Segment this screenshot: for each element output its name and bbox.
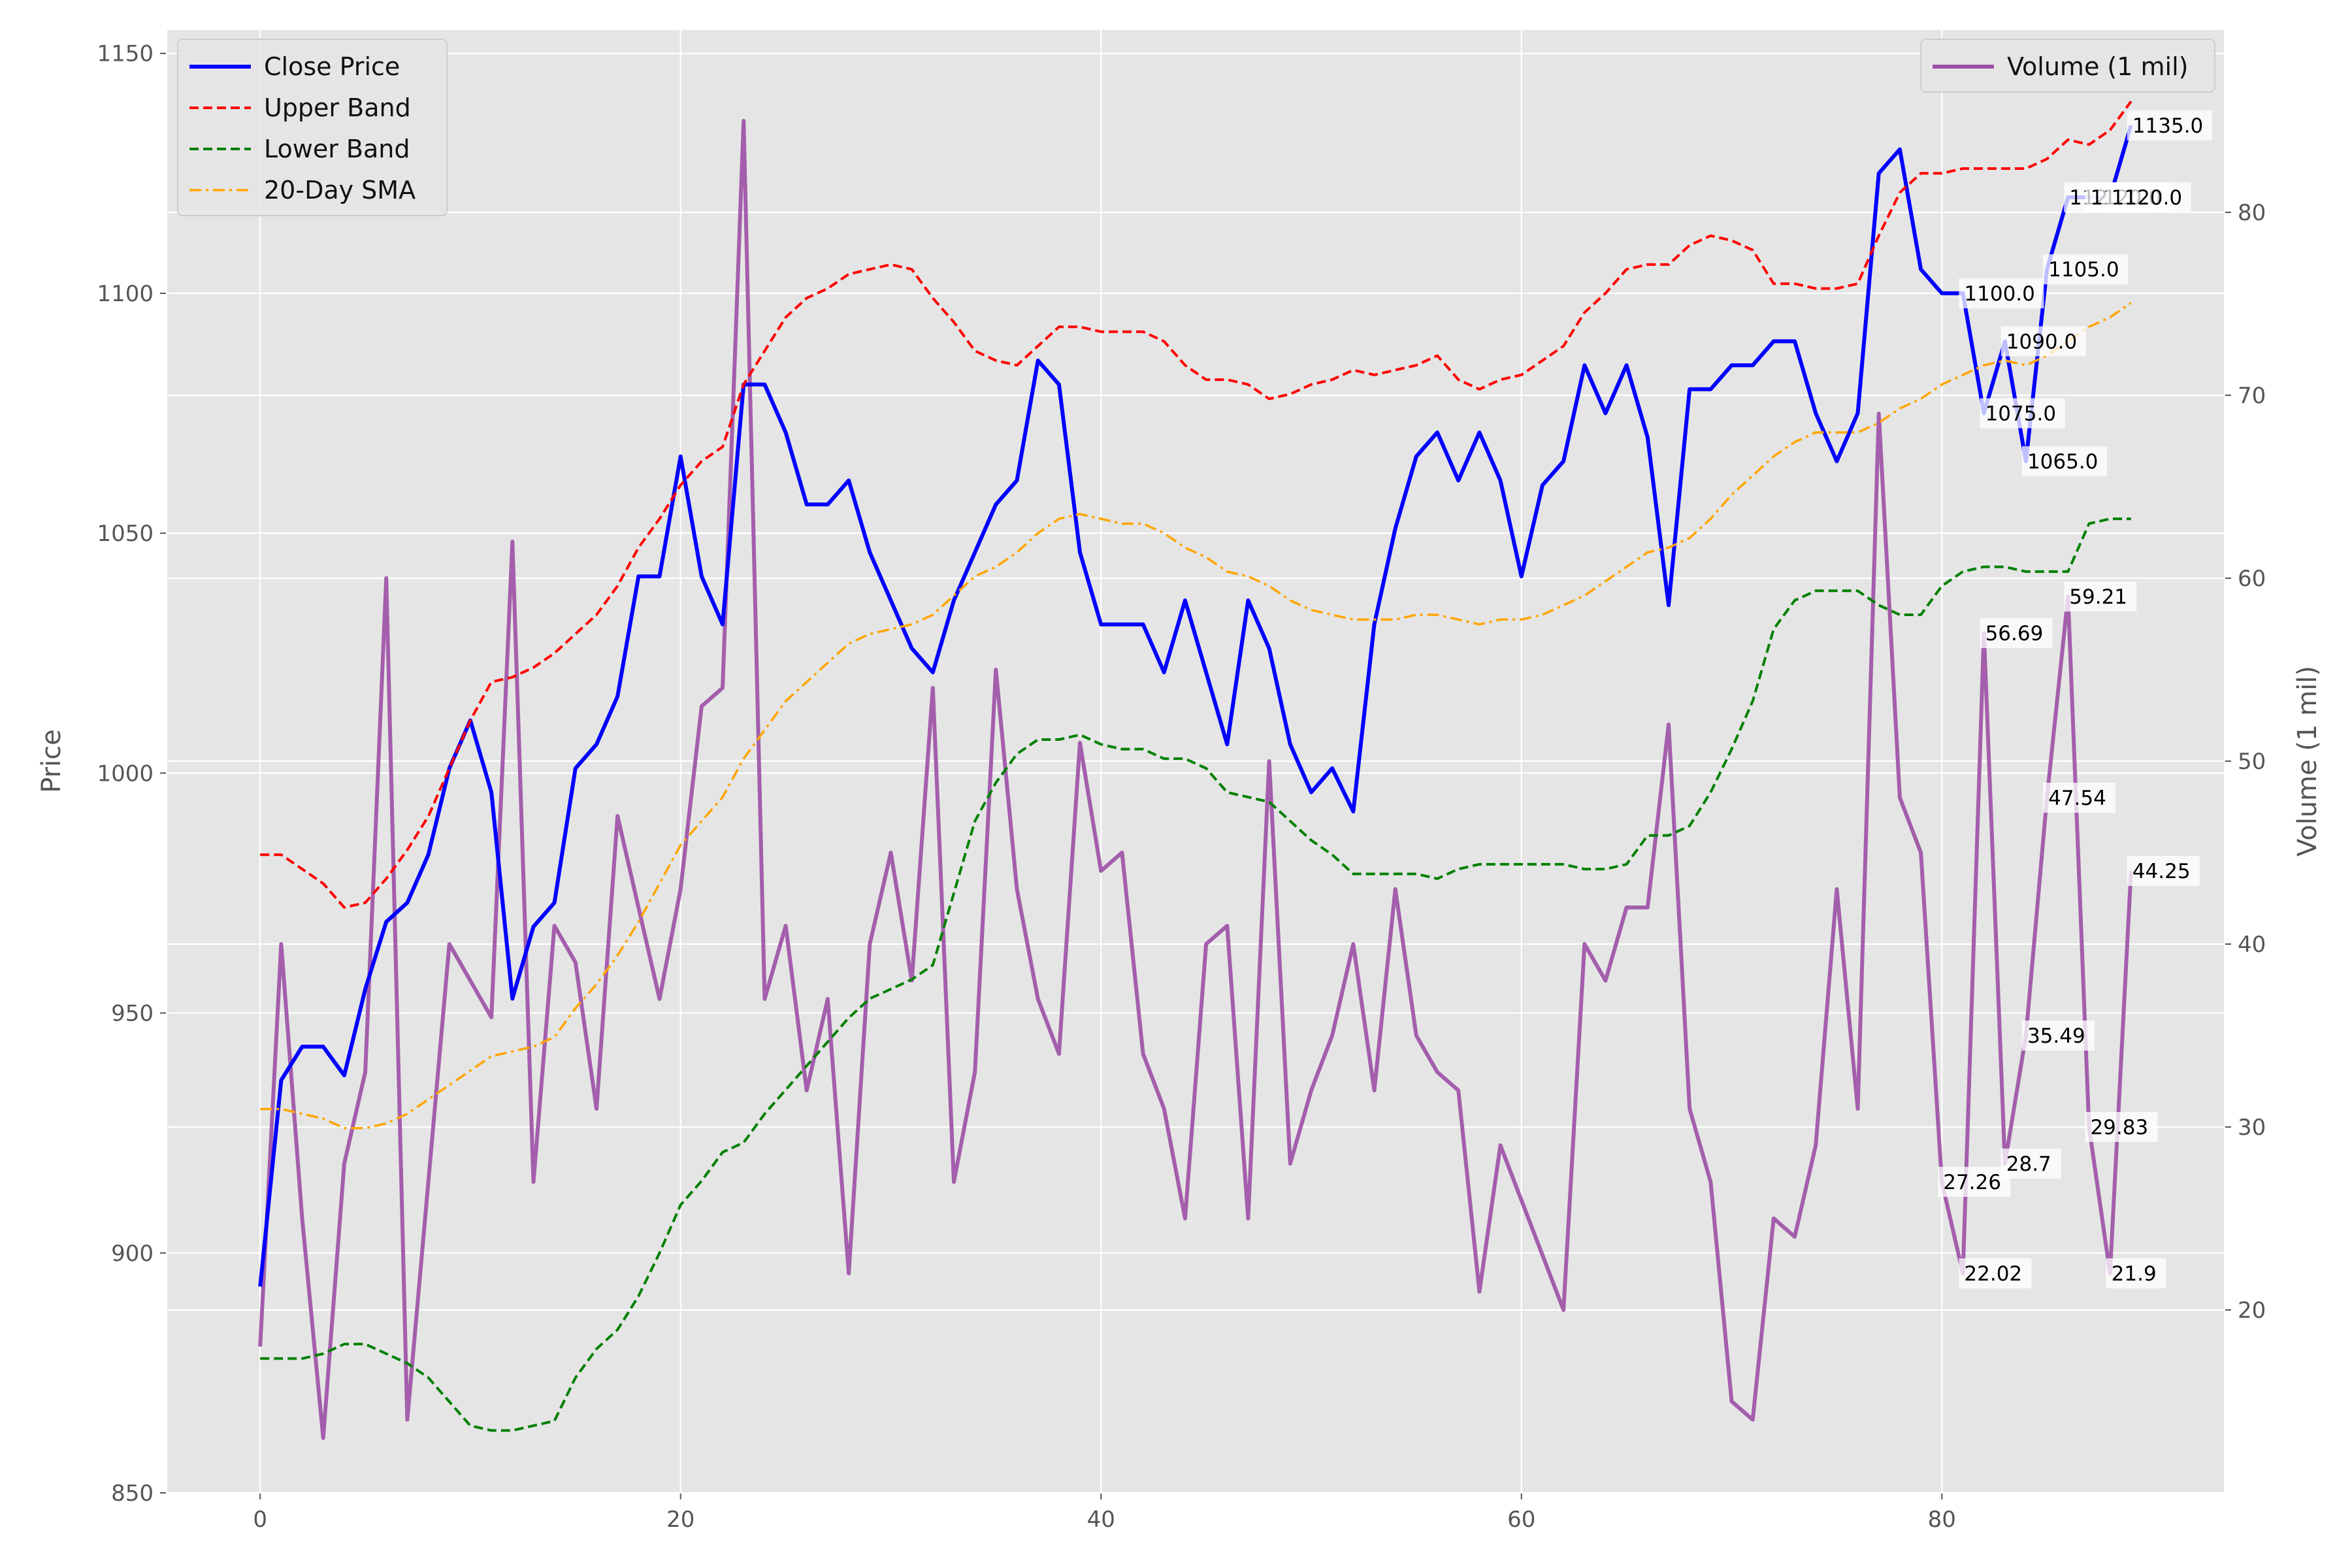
price-annotation-box bbox=[2127, 110, 2212, 140]
series-line-volume-1-mil bbox=[258, 119, 2133, 1440]
x-tick-label: 20 bbox=[666, 1507, 694, 1533]
series-line-20-day-sma bbox=[260, 302, 2132, 1130]
left-axis-label: Price bbox=[37, 729, 67, 793]
y2-tick-label: 20 bbox=[2238, 1298, 2266, 1324]
price-annotation-box bbox=[2043, 254, 2129, 285]
legend-label: Volume (1 mil) bbox=[2007, 52, 2188, 81]
annotation-layer: 1100.01075.01090.01065.01105.01120.01120… bbox=[1938, 110, 2212, 1288]
volume-annotation-box bbox=[1959, 1258, 2032, 1288]
volume-annotation-box bbox=[2085, 1112, 2158, 1142]
series-line-upper-band bbox=[260, 101, 2132, 909]
y2-tick-label: 80 bbox=[2238, 200, 2266, 226]
y-tick-label: 1000 bbox=[97, 760, 154, 787]
x-tick-label: 40 bbox=[1087, 1507, 1115, 1533]
y2-tick-label: 40 bbox=[2238, 932, 2266, 958]
legend-label: Close Price bbox=[264, 52, 400, 81]
x-tick-label: 60 bbox=[1507, 1507, 1535, 1533]
volume-annotation-box bbox=[2106, 1258, 2166, 1288]
volume-annotation: 59.21 bbox=[2069, 585, 2127, 609]
y-tick-label: 850 bbox=[111, 1480, 154, 1507]
x-tick-label: 0 bbox=[253, 1507, 267, 1533]
series-line-close-price bbox=[258, 125, 2133, 1287]
legend-label: Lower Band bbox=[264, 135, 410, 163]
price-annotation: 1105.0 bbox=[2048, 258, 2119, 282]
price-annotation-box bbox=[1959, 278, 2044, 308]
y2-tick-label: 50 bbox=[2238, 749, 2266, 775]
volume-annotation-box bbox=[2043, 783, 2116, 813]
volume-annotation: 21.9 bbox=[2112, 1262, 2157, 1286]
price-annotation: 1100.0 bbox=[1964, 282, 2034, 306]
x-tick-label: 80 bbox=[1928, 1507, 1956, 1533]
axes-layer: 0 20 40 60 80 850 900 950 1000 1050 1100 1150 20 30 40… bbox=[97, 29, 2266, 1533]
volume-annotation-box bbox=[1938, 1167, 2011, 1197]
grid bbox=[167, 29, 2225, 1494]
series-layer bbox=[258, 101, 2133, 1440]
volume-annotation-box bbox=[2064, 581, 2137, 612]
volume-annotation: 47.54 bbox=[2048, 787, 2106, 810]
volume-annotation: 44.25 bbox=[2132, 860, 2191, 883]
volume-annotation: 22.02 bbox=[1964, 1262, 2022, 1286]
y-tick-label: 1100 bbox=[97, 281, 154, 307]
volume-annotation: 56.69 bbox=[1985, 622, 2044, 645]
legend-label: Upper Band bbox=[264, 93, 411, 122]
legend-label: 20-Day SMA bbox=[264, 176, 416, 204]
price-annotation: 1090.0 bbox=[2006, 330, 2077, 353]
series-line-lower-band bbox=[260, 517, 2131, 1432]
price-annotation: 1075.0 bbox=[1985, 402, 2056, 426]
y2-tick-label: 70 bbox=[2238, 383, 2266, 409]
price-annotation: 1065.0 bbox=[2027, 450, 2098, 474]
volume-annotation-box bbox=[2001, 1149, 2061, 1179]
price-annotation-box bbox=[2021, 446, 2107, 476]
plot-frame bbox=[166, 29, 2225, 1494]
volume-annotation: 35.49 bbox=[2027, 1024, 2085, 1048]
price-annotation: 1120.0 bbox=[2112, 186, 2182, 210]
legend-right: Volume (1 mil) bbox=[1920, 39, 2215, 93]
y-tick-label: 950 bbox=[111, 1001, 154, 1027]
y-tick-label: 1150 bbox=[97, 41, 154, 67]
price-annotation: 1135.0 bbox=[2132, 114, 2203, 138]
volume-annotation-box bbox=[2021, 1021, 2095, 1051]
legend-left: Close Price Upper Band Lower Band 20-Day SM… bbox=[177, 39, 448, 216]
volume-annotation: 27.26 bbox=[1943, 1171, 2001, 1194]
y2-tick-label: 60 bbox=[2238, 566, 2266, 592]
volume-annotation-box bbox=[1980, 618, 2053, 648]
right-axis-label: Volume (1 mil) bbox=[2293, 666, 2323, 857]
legend-frame bbox=[1920, 39, 2215, 93]
price-annotation-box bbox=[1980, 398, 2065, 429]
y2-tick-label: 30 bbox=[2238, 1115, 2266, 1141]
y-tick-label: 900 bbox=[111, 1241, 154, 1267]
legend-frame bbox=[177, 39, 448, 216]
price-annotation-box bbox=[2001, 326, 2086, 357]
volume-annotation: 28.7 bbox=[2006, 1152, 2051, 1176]
y-tick-label: 1050 bbox=[97, 521, 154, 547]
volume-annotation: 29.83 bbox=[2090, 1116, 2148, 1139]
price-annotation-box bbox=[2106, 182, 2191, 213]
volume-annotation-box bbox=[2127, 856, 2200, 886]
